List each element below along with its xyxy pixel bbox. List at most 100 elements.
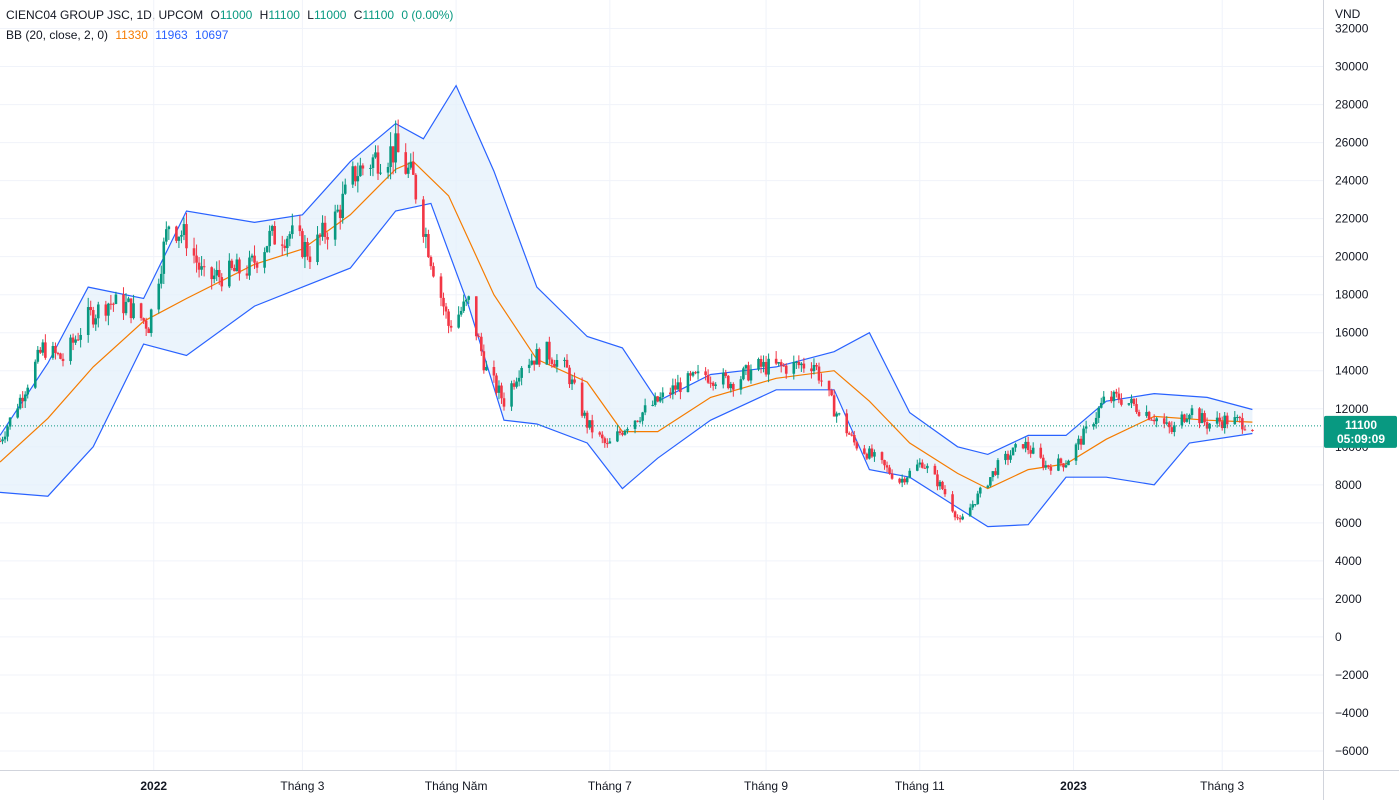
candle-body (585, 412, 589, 428)
candle-body (1162, 418, 1166, 424)
candle-body (94, 318, 98, 325)
candle-body (409, 161, 413, 168)
bb-basis-value: 11330 (115, 28, 148, 42)
candle-body (674, 385, 677, 390)
candle-body (318, 234, 322, 237)
candle-body (220, 277, 224, 287)
candle-body (495, 375, 498, 393)
candle-body (1145, 411, 1148, 416)
candle-body (1110, 396, 1113, 402)
candle-body (308, 256, 312, 263)
time-axis[interactable]: 2022 Tháng 3 Tháng Năm Tháng 7 Tháng 9 Tháng … (140, 779, 1244, 793)
candle-body (1132, 398, 1136, 405)
candle-body (1047, 465, 1050, 467)
candle-body (497, 385, 501, 393)
candle-body (439, 276, 443, 298)
candle-body (832, 395, 836, 417)
candle-body (1243, 429, 1247, 431)
candle-body (59, 353, 62, 359)
candle-body (658, 396, 662, 402)
candle-body (306, 242, 309, 257)
candle-body (51, 346, 55, 358)
candle-body (890, 473, 894, 479)
candle-body (779, 362, 783, 366)
candle-body (149, 309, 153, 334)
time-tick-label: Tháng 3 (1200, 779, 1244, 793)
candle-body (903, 478, 906, 483)
candle-body (285, 238, 289, 249)
price-tick-label: 4000 (1335, 554, 1362, 568)
candle-body (764, 361, 768, 375)
candle-body (268, 230, 271, 247)
candle-body (1223, 415, 1227, 429)
candle-body (235, 259, 239, 272)
candle-body (185, 224, 188, 249)
price-tick-label: 20000 (1335, 250, 1369, 264)
candle-body (1049, 466, 1053, 471)
price-tick-label: 22000 (1335, 212, 1369, 226)
candle-body (18, 397, 22, 409)
candle-body (941, 481, 944, 490)
candle-body (724, 372, 728, 376)
time-tick-label: Tháng 7 (588, 779, 632, 793)
candle-body (444, 306, 448, 312)
candle-body (228, 260, 231, 287)
candle-body (573, 379, 576, 383)
candle-body (165, 229, 168, 242)
candle-body (923, 467, 927, 469)
candle-body (447, 311, 450, 326)
candle-body (883, 460, 886, 466)
candle-body (600, 434, 604, 439)
candle-body (56, 353, 60, 355)
candle-body (968, 507, 972, 517)
candle-body (114, 294, 118, 304)
candle-body (230, 260, 234, 268)
candle-body (669, 392, 672, 395)
candle-body (777, 362, 780, 364)
candle-body (107, 303, 110, 316)
candle-body (679, 382, 682, 393)
candle-body (424, 234, 428, 237)
candle-body (159, 273, 163, 284)
candle-body (795, 361, 798, 363)
price-axis[interactable]: 3200030000280002600024000220002000018000… (1335, 22, 1369, 758)
candle-body (958, 518, 962, 520)
candle-body (759, 358, 763, 367)
price-tick-label: 2000 (1335, 592, 1362, 606)
candle-body (477, 336, 481, 338)
candle-body (865, 453, 869, 459)
candle-body (636, 420, 639, 422)
candle-body (1220, 421, 1224, 429)
candle-body (291, 225, 294, 235)
candle-body (502, 398, 506, 407)
candle-body (71, 337, 75, 343)
indicator-name[interactable]: BB (20, close, 2, 0) (6, 28, 109, 42)
candle-body (873, 452, 876, 457)
candle-body (973, 504, 977, 506)
candle-body (742, 368, 745, 380)
candle-body (545, 341, 549, 365)
candle-body (515, 381, 518, 387)
candle-body (774, 358, 778, 364)
candle-body (233, 267, 236, 272)
candle-body (671, 385, 675, 395)
candle-body (1031, 447, 1035, 454)
candle-body (1115, 391, 1118, 394)
candle-body (1029, 450, 1032, 454)
candle-body (563, 359, 566, 361)
candle-body (298, 225, 302, 232)
candle-body (898, 478, 901, 483)
candle-body (61, 358, 65, 362)
candle-body (1059, 458, 1063, 464)
candle-body (414, 174, 418, 200)
candle-body (26, 387, 30, 395)
candle-body (638, 420, 642, 422)
change-value: 0 (0.00%) (401, 8, 454, 22)
candle-body (442, 297, 445, 307)
candle-body (144, 320, 148, 329)
candle-body (603, 438, 607, 444)
candle-body (661, 392, 665, 397)
price-tick-label: 32000 (1335, 22, 1369, 36)
candle-body (422, 199, 425, 237)
